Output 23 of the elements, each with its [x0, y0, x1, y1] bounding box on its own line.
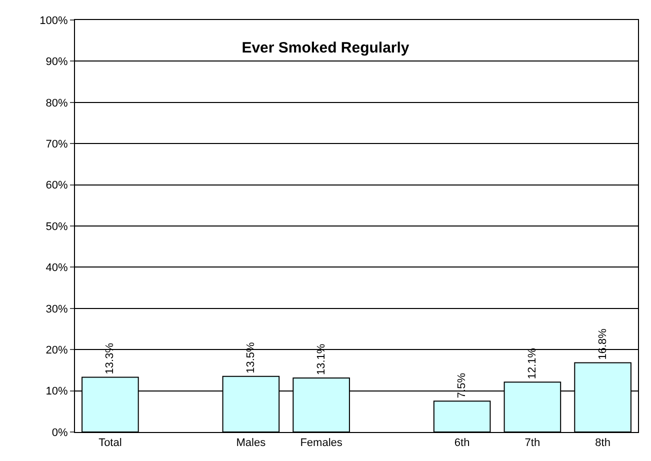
y-tick-label: 90% — [46, 56, 68, 68]
y-tick-label: 100% — [40, 14, 68, 27]
y-tick-label: 50% — [46, 220, 68, 233]
data-label: 13.1% — [315, 344, 328, 376]
x-tick-label: 7th — [524, 437, 540, 450]
x-tick-label: Total — [98, 437, 122, 450]
data-label: 13.5% — [244, 342, 257, 374]
x-tick-label: Males — [236, 437, 266, 450]
x-tick-label: 8th — [595, 437, 610, 450]
y-tick-label: 60% — [46, 180, 68, 192]
y-tick-label: 0% — [52, 426, 68, 439]
data-label: 7.5% — [456, 372, 468, 398]
y-tick-label: 80% — [46, 97, 68, 110]
x-tick-label: Females — [300, 437, 343, 450]
y-tick-label: 30% — [46, 303, 68, 316]
x-tick-label: 6th — [454, 437, 470, 450]
y-tick-label: 40% — [46, 262, 68, 274]
y-tick-label: 20% — [46, 344, 68, 356]
data-label: 16.8% — [596, 328, 609, 360]
y-tick-label: 70% — [46, 138, 68, 150]
text: Ever Smoked Regularly — [242, 40, 410, 56]
data-label: 12.1% — [526, 348, 538, 380]
y-tick-label: 10% — [46, 386, 68, 398]
